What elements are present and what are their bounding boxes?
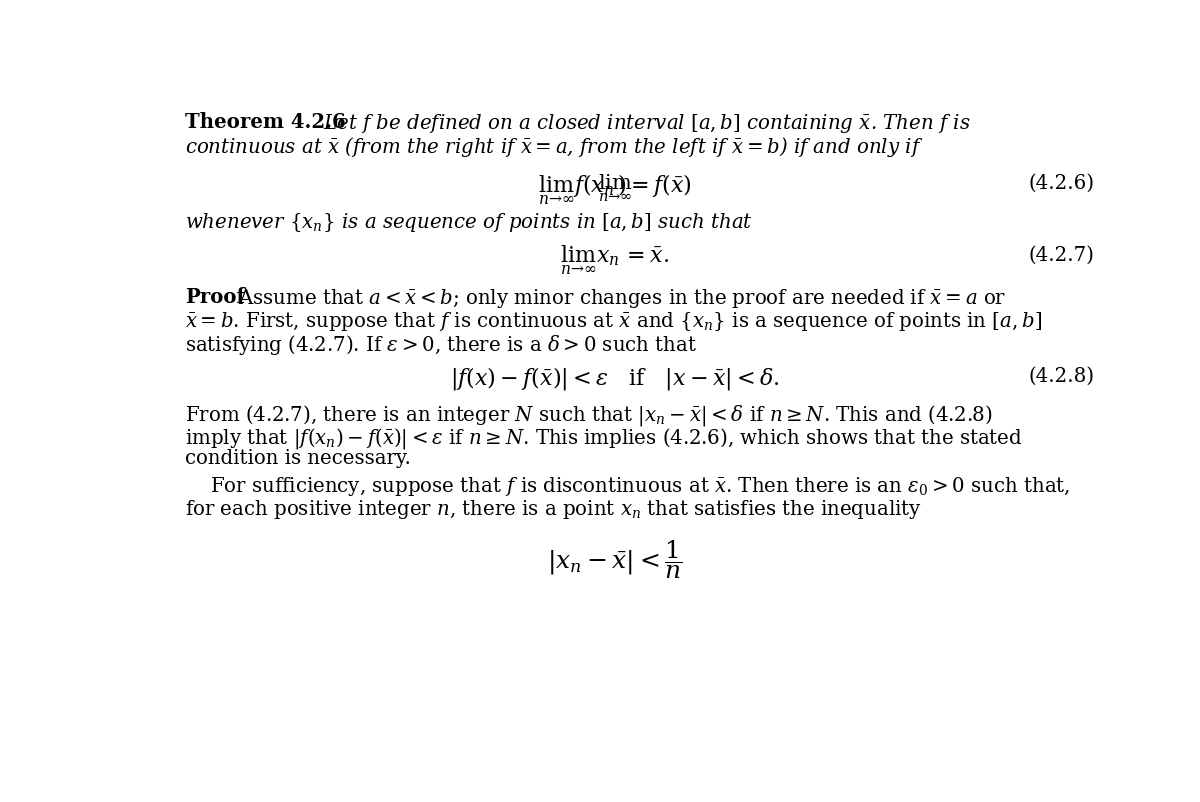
Text: Let $f$ be defined on a closed interval $[a, b]$ containing $\bar{x}$. Then $f$ : Let $f$ be defined on a closed interval … <box>323 111 971 135</box>
Text: $\lim_{n\to\infty} x_n = \bar{x}.$: $\lim_{n\to\infty} x_n = \bar{x}.$ <box>560 243 670 277</box>
Text: for each positive integer $n$, there is a point $x_n$ that satisfies the inequal: for each positive integer $n$, there is … <box>185 497 922 520</box>
Text: $\bar{x} = b$. First, suppose that $f$ is continuous at $\bar{x}$ and $\{x_n\}$ : $\bar{x} = b$. First, suppose that $f$ i… <box>185 310 1043 333</box>
Text: Proof: Proof <box>185 287 245 307</box>
Text: imply that $|f(x_n) - f(\bar{x})| < \epsilon$ if $n \geq N$. This implies (4.2.6: imply that $|f(x_n) - f(\bar{x})| < \eps… <box>185 425 1024 451</box>
Text: $\lim_{n\to\infty}$: $\lim_{n\to\infty}$ <box>598 172 632 204</box>
Text: satisfying (4.2.7). If $\epsilon > 0$, there is a $\delta > 0$ such that: satisfying (4.2.7). If $\epsilon > 0$, t… <box>185 333 697 357</box>
Text: (4.2.6): (4.2.6) <box>1028 173 1094 192</box>
Text: $|f(x) - f(\bar{x})| < \epsilon \quad \mathrm{if} \quad |x - \bar{x}| < \delta.$: $|f(x) - f(\bar{x})| < \epsilon \quad \m… <box>450 365 780 392</box>
Text: (4.2.8): (4.2.8) <box>1028 367 1094 386</box>
Text: continuous at $\bar{x}$ (from the right if $\bar{x} = a$, from the left if $\bar: continuous at $\bar{x}$ (from the right … <box>185 136 924 159</box>
Text: $|x_n - \bar{x}| < \dfrac{1}{n}$: $|x_n - \bar{x}| < \dfrac{1}{n}$ <box>547 538 683 581</box>
Text: Theorem 4.2.6: Theorem 4.2.6 <box>185 111 346 132</box>
Text: Assume that $a < \bar{x} < b$; only minor changes in the proof are needed if $\b: Assume that $a < \bar{x} < b$; only mino… <box>239 287 1007 310</box>
Text: From (4.2.7), there is an integer $N$ such that $|x_n - \bar{x}| < \delta$ if $n: From (4.2.7), there is an integer $N$ su… <box>185 403 992 427</box>
Text: whenever $\{x_n\}$ is a sequence of points in $[a, b]$ such that: whenever $\{x_n\}$ is a sequence of poin… <box>185 210 754 233</box>
Text: condition is necessary.: condition is necessary. <box>185 448 412 468</box>
Text: (4.2.7): (4.2.7) <box>1028 245 1094 264</box>
Text: For sufficiency, suppose that $f$ is discontinuous at $\bar{x}$. Then there is a: For sufficiency, suppose that $f$ is dis… <box>210 475 1070 498</box>
Text: $\lim_{n\to\infty} f(x_n) = f(\bar{x})$: $\lim_{n\to\infty} f(x_n) = f(\bar{x})$ <box>538 172 692 207</box>
